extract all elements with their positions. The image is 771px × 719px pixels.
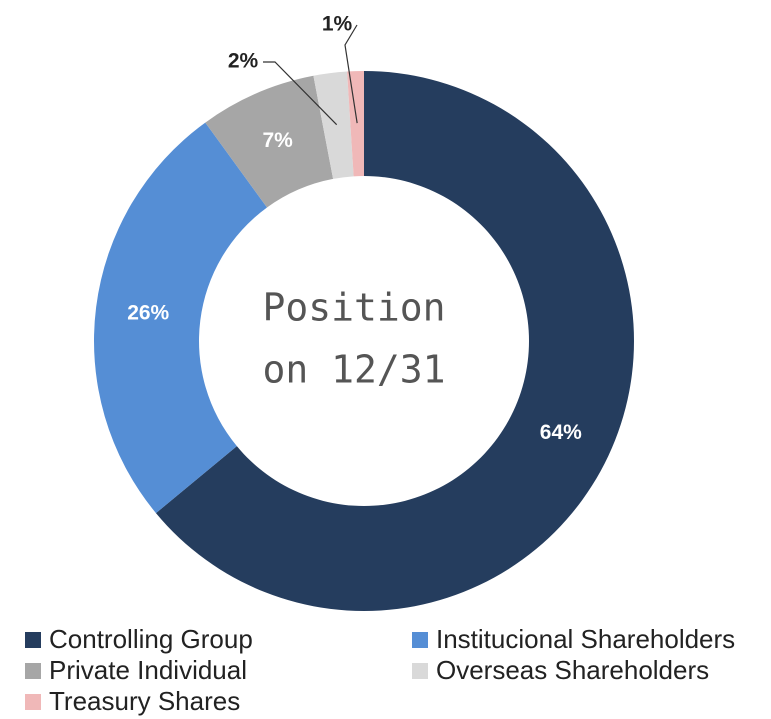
legend-swatch <box>412 632 428 648</box>
legend-label: Overseas Shareholders <box>436 655 709 685</box>
value-label: 2% <box>228 50 259 73</box>
donut-slice <box>347 71 364 177</box>
donut-slice <box>205 75 334 208</box>
legend-label: Institucional Shareholders <box>436 624 735 654</box>
legend-swatch <box>25 632 41 648</box>
donut-slice <box>94 122 268 514</box>
donut-slice <box>155 71 634 611</box>
value-label: 1% <box>322 13 353 36</box>
donut-slice <box>313 71 354 179</box>
value-label: 7% <box>262 129 293 152</box>
legend-swatch <box>25 694 41 710</box>
legend-label: Private Individual <box>49 655 247 685</box>
center-label: on 12/31 <box>262 348 445 392</box>
center-label: Position <box>262 286 445 330</box>
legend-swatch <box>412 663 428 679</box>
leader-line <box>344 24 358 124</box>
value-label: 26% <box>127 301 169 324</box>
legend-label: Controlling Group <box>49 624 253 654</box>
legend-label: Treasury Shares <box>49 686 240 716</box>
leader-line <box>263 61 338 126</box>
legend-swatch <box>25 663 41 679</box>
value-label: 64% <box>540 421 582 444</box>
